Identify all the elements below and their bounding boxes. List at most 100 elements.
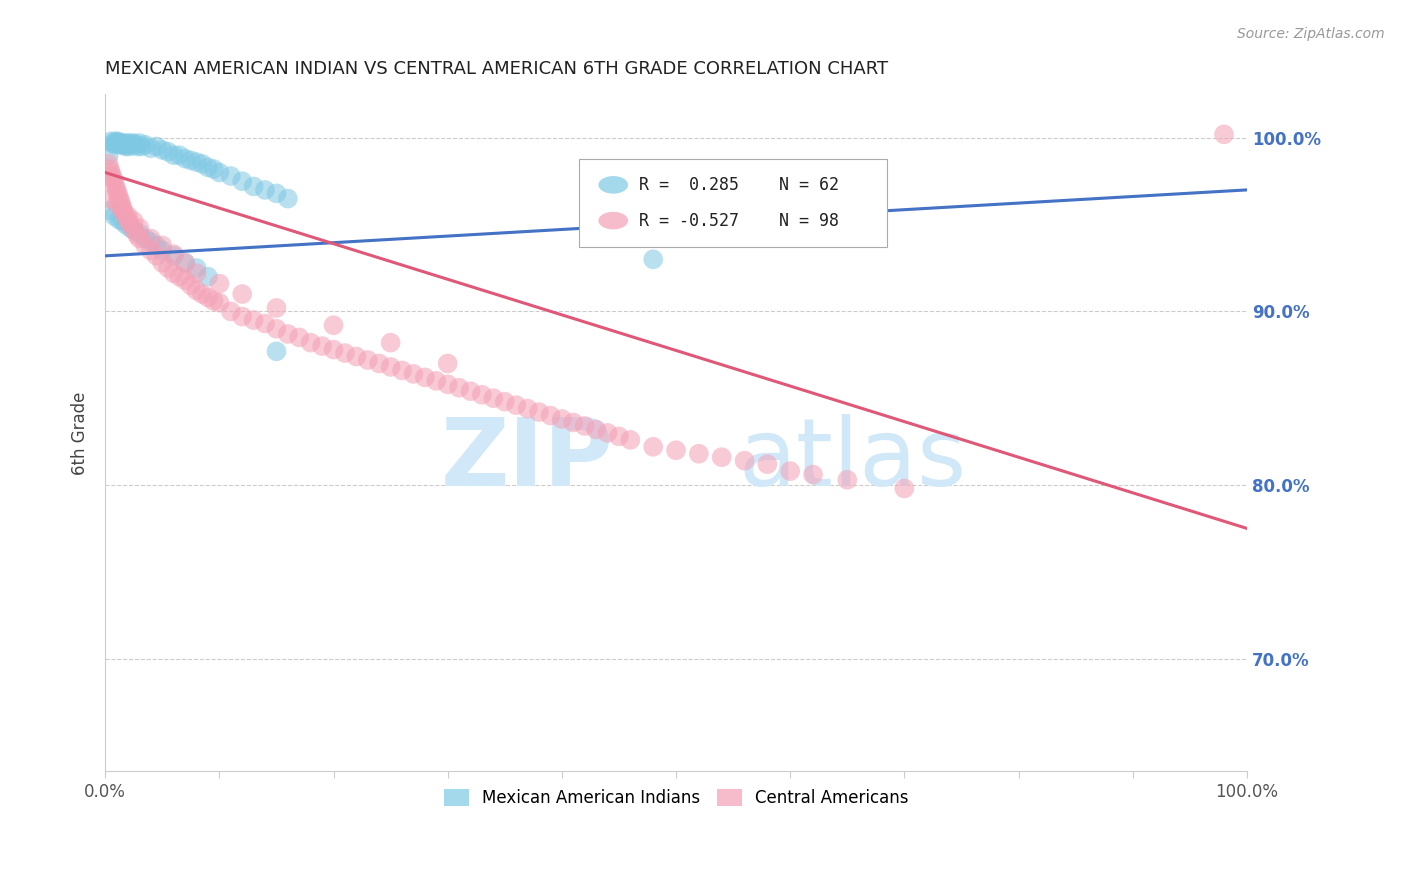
Point — [150, 238, 173, 252]
Point — [100, 134, 122, 148]
Point — [128, 221, 150, 235]
Point — [139, 141, 162, 155]
Circle shape — [599, 211, 628, 229]
Point — [128, 231, 150, 245]
Point — [665, 443, 688, 458]
Point — [574, 419, 596, 434]
Point — [322, 343, 344, 357]
Point — [156, 260, 179, 275]
Point — [163, 247, 186, 261]
Point — [112, 136, 135, 150]
Point — [101, 169, 124, 183]
Point — [202, 162, 225, 177]
Text: MEXICAN AMERICAN INDIAN VS CENTRAL AMERICAN 6TH GRADE CORRELATION CHART: MEXICAN AMERICAN INDIAN VS CENTRAL AMERI… — [105, 60, 889, 78]
Point — [120, 218, 142, 232]
Point — [516, 401, 538, 416]
Point — [118, 139, 141, 153]
Point — [607, 429, 630, 443]
Point — [380, 335, 402, 350]
Point — [111, 200, 134, 214]
Point — [139, 235, 162, 249]
Point — [97, 157, 120, 171]
Point — [114, 209, 136, 223]
Point — [380, 359, 402, 374]
Point — [242, 179, 264, 194]
Point — [108, 212, 131, 227]
Point — [1213, 128, 1236, 142]
Point — [643, 252, 665, 267]
Point — [596, 425, 619, 440]
Point — [538, 409, 561, 423]
Point — [413, 370, 436, 384]
Point — [779, 464, 801, 478]
Point — [266, 344, 288, 359]
Point — [688, 447, 710, 461]
Point — [150, 256, 173, 270]
Point — [333, 346, 356, 360]
Point — [105, 183, 128, 197]
Point — [893, 482, 915, 496]
Point — [103, 136, 125, 150]
Point — [449, 381, 471, 395]
Point — [100, 203, 122, 218]
FancyBboxPatch shape — [579, 159, 887, 247]
Point — [208, 295, 231, 310]
Text: Source: ZipAtlas.com: Source: ZipAtlas.com — [1237, 27, 1385, 41]
Point — [186, 155, 208, 169]
Point — [482, 391, 505, 405]
Point — [139, 244, 162, 258]
Point — [322, 318, 344, 333]
Point — [254, 317, 277, 331]
Point — [108, 194, 131, 208]
Point — [122, 223, 145, 237]
Point — [425, 374, 447, 388]
Point — [174, 256, 197, 270]
Point — [231, 287, 253, 301]
Point — [120, 136, 142, 150]
Point — [231, 174, 253, 188]
Point — [186, 260, 208, 275]
Point — [145, 238, 167, 252]
Point — [436, 356, 458, 370]
Point — [368, 356, 391, 370]
Point — [150, 143, 173, 157]
Point — [104, 179, 127, 194]
Point — [104, 134, 127, 148]
Point — [125, 137, 148, 152]
Point — [163, 148, 186, 162]
Point — [299, 335, 322, 350]
Text: atlas: atlas — [738, 414, 967, 506]
Point — [103, 137, 125, 152]
Point — [460, 384, 482, 399]
Point — [100, 192, 122, 206]
Point — [197, 161, 219, 175]
Point — [111, 214, 134, 228]
Point — [551, 412, 574, 426]
Point — [97, 148, 120, 162]
Point — [121, 137, 143, 152]
Point — [111, 203, 134, 218]
Point — [254, 183, 277, 197]
Point — [186, 266, 208, 280]
Point — [174, 152, 197, 166]
Point — [107, 134, 129, 148]
Point — [100, 165, 122, 179]
Point — [197, 269, 219, 284]
Point — [562, 416, 585, 430]
Point — [105, 196, 128, 211]
Point — [219, 304, 242, 318]
Point — [344, 350, 367, 364]
Point — [288, 330, 311, 344]
Point — [114, 218, 136, 232]
Point — [208, 165, 231, 179]
Point — [266, 322, 288, 336]
Point — [156, 145, 179, 159]
Point — [115, 136, 138, 150]
Point — [134, 231, 156, 245]
Point — [120, 221, 142, 235]
Point — [107, 186, 129, 201]
Point — [471, 388, 494, 402]
Point — [169, 269, 191, 284]
Point — [277, 192, 299, 206]
Point — [110, 136, 132, 150]
